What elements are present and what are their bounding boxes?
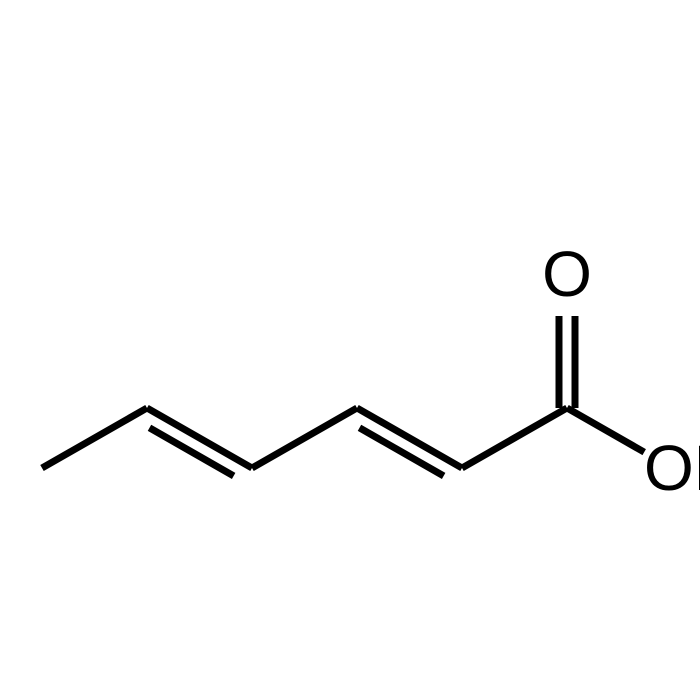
bond-single	[462, 408, 567, 468]
labels-group: O OH	[542, 238, 700, 504]
bond-single	[42, 408, 147, 468]
bond-single	[252, 408, 357, 468]
atom-label-oh: OH	[644, 432, 700, 504]
atom-label-o: O	[542, 238, 592, 310]
bonds-group	[42, 316, 644, 476]
molecule-canvas: O OH	[0, 0, 700, 700]
bond-single	[567, 408, 644, 452]
